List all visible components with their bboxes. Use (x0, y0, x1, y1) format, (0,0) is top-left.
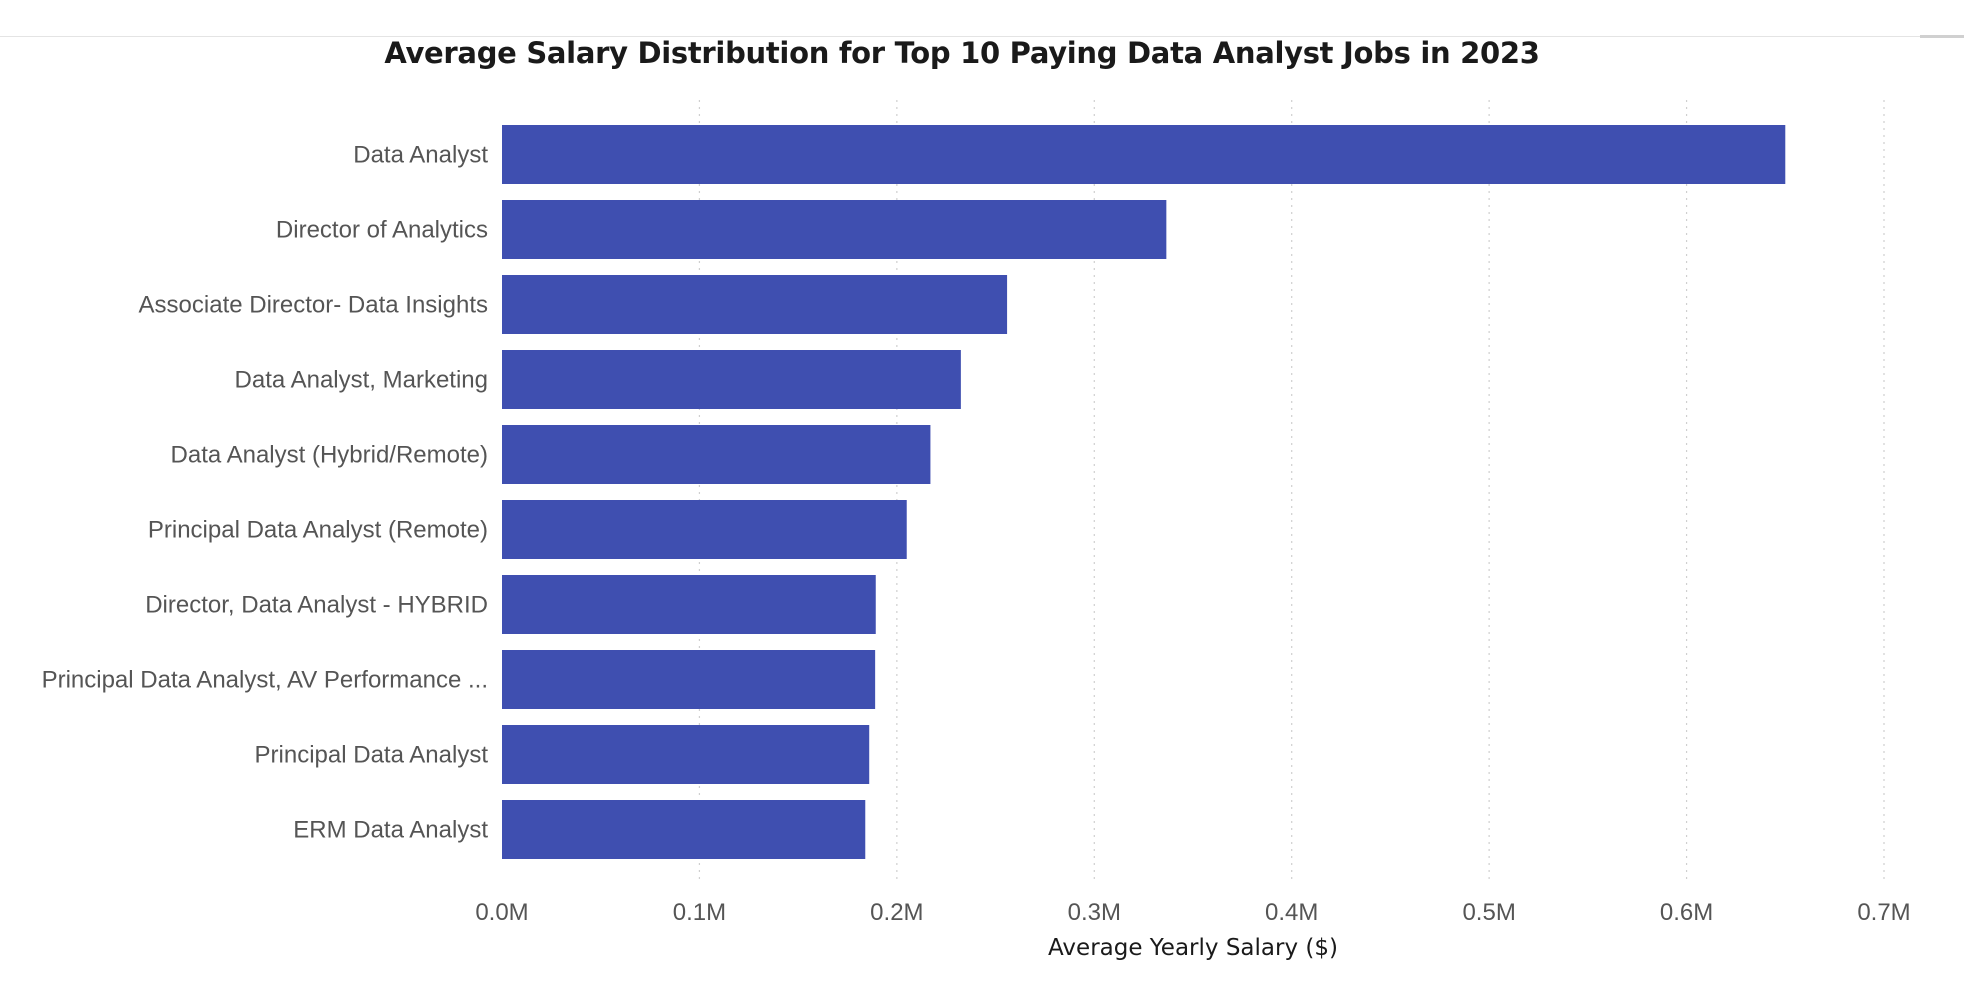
x-tick-label: 0.7M (1857, 899, 1910, 926)
top-divider (0, 36, 1964, 37)
category-labels: Data Analyst Director of Analytics Associa… (42, 142, 489, 844)
bar[interactable] (502, 275, 1008, 334)
x-tick-label: 0.3M (1068, 899, 1121, 926)
bar[interactable] (502, 425, 931, 484)
category-label: ERM Data Analyst (293, 817, 488, 844)
category-label: Data Analyst, Marketing (235, 367, 488, 394)
category-label: Data Analyst (Hybrid/Remote) (171, 442, 488, 469)
bar[interactable] (502, 125, 1786, 184)
x-tick-label: 0.0M (475, 899, 528, 926)
x-tick-label: 0.4M (1265, 899, 1318, 926)
x-tick-labels: 0.0M 0.1M 0.2M 0.3M 0.4M 0.5M 0.6M 0.7M (475, 899, 1910, 926)
category-label: Principal Data Analyst, AV Performance .… (42, 667, 488, 694)
chart-title: Average Salary Distribution for Top 10 P… (384, 36, 1540, 70)
category-label: Director, Data Analyst - HYBRID (145, 592, 488, 619)
bar[interactable] (502, 200, 1167, 259)
x-tick-label: 0.2M (870, 899, 923, 926)
bars (502, 125, 1786, 859)
top-divider-accent (1920, 35, 1964, 38)
bar[interactable] (502, 350, 961, 409)
category-label: Director of Analytics (276, 217, 488, 244)
category-label: Principal Data Analyst (255, 742, 489, 769)
category-label: Data Analyst (353, 142, 488, 169)
bar[interactable] (502, 800, 866, 859)
bar[interactable] (502, 500, 907, 559)
bar[interactable] (502, 725, 870, 784)
category-label: Associate Director- Data Insights (139, 292, 488, 319)
x-tick-label: 0.1M (673, 899, 726, 926)
x-tick-label: 0.5M (1462, 899, 1515, 926)
bar[interactable] (502, 575, 876, 634)
category-label: Principal Data Analyst (Remote) (148, 517, 488, 544)
x-axis-title: Average Yearly Salary ($) (1048, 935, 1338, 961)
bar[interactable] (502, 650, 876, 709)
x-tick-label: 0.6M (1660, 899, 1713, 926)
